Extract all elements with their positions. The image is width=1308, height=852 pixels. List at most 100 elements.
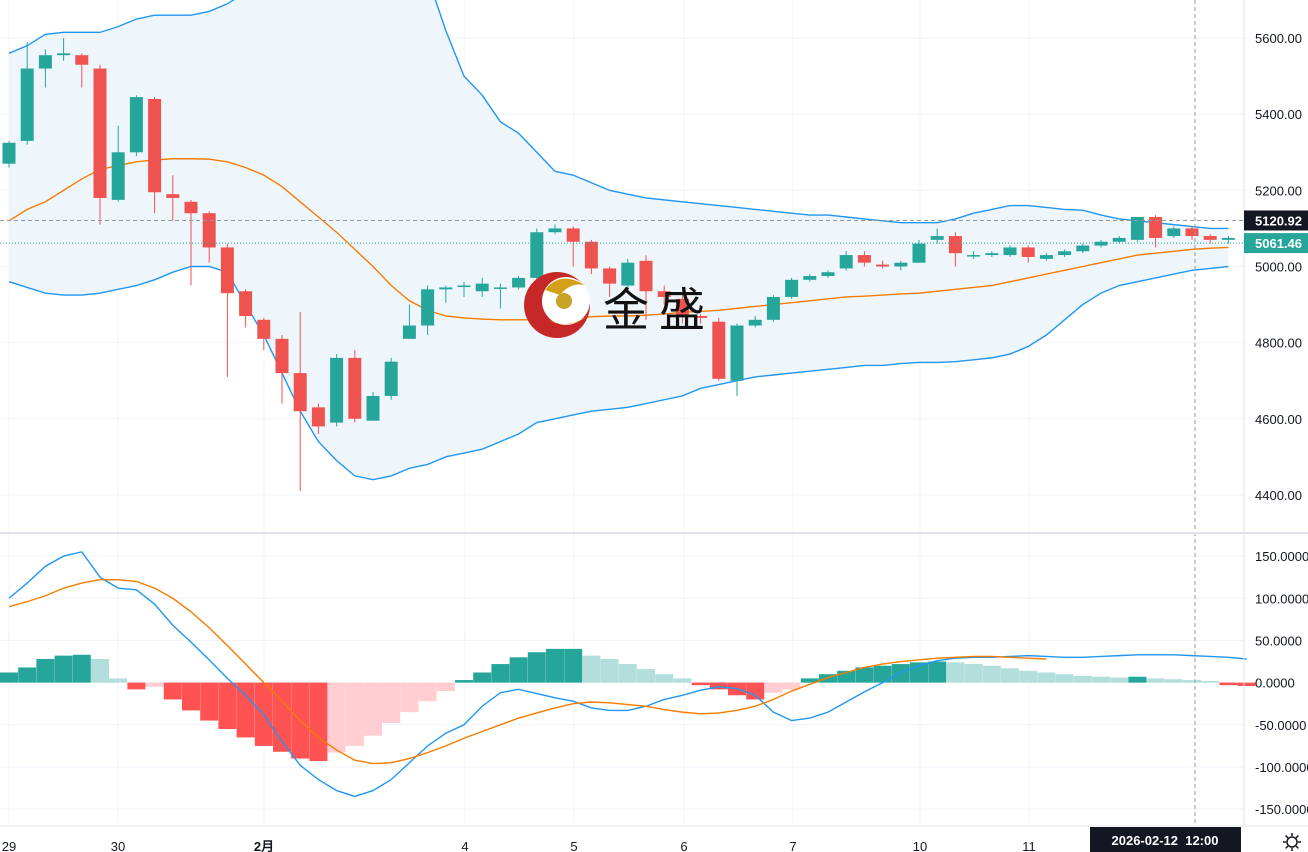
macd-histogram-bar [36,658,55,683]
crosshair-time-badge: 2026-02-12 12:00 [1090,827,1241,852]
macd-histogram-bar [819,674,837,683]
macd-tick-label: 50.0000 [1255,633,1302,648]
candle-body [803,276,817,280]
macd-histogram-bar [1146,678,1165,683]
candle-body [967,255,981,257]
macd-histogram-bar [1001,668,1019,683]
candle-body [1112,237,1126,242]
candle [1130,217,1144,242]
bollinger-fill-area [9,0,1229,480]
price-axis[interactable]: 5600.00 5400.00 5200.00 5000.00 4800.00 4600.… [1255,31,1302,503]
candle-body [712,321,726,379]
candle [1167,226,1181,238]
bollinger-upper-line [8,0,1229,230]
macd-histogram-bar [91,658,109,683]
macd-histogram-bar [18,667,37,683]
candle-body [1003,247,1017,256]
candle-body [111,152,125,200]
bollinger-lower-line [8,265,1229,481]
time-tick-label: 7 [789,839,796,852]
macd-histogram-bar [1219,682,1238,686]
candle-body [202,213,216,248]
macd-tick-label: -100.0000 [1255,760,1308,775]
last-price-badge: 5061.46 [1244,233,1308,254]
candle-body [1185,228,1199,237]
signal-line [8,579,1047,765]
candle [894,260,908,271]
candle-body [311,407,325,427]
macd-histogram-bar [1183,680,1201,683]
macd-histogram-bar [327,682,346,753]
candle [821,270,835,278]
candle-body [512,277,526,288]
candle [876,260,890,269]
candle-body [475,283,489,292]
price-tick-label: 4600.00 [1255,412,1302,427]
price-tick-label: 4400.00 [1255,488,1302,503]
candle-body [38,55,52,69]
macd-tick-label: 0.0000 [1255,676,1295,691]
macd-histogram-bar [546,648,564,683]
macd-histogram-bar [1037,672,1056,683]
candle-body [894,262,908,267]
candle-body [730,325,744,381]
candle-body [748,319,762,326]
time-axis[interactable]: 29 30 2月 4 5 6 7 10 11 [2,839,1036,852]
candle [857,251,871,267]
candle [785,277,799,299]
candle [220,243,234,377]
macd-histogram-bar [400,682,419,713]
macd-histogram-bar [1201,680,1220,683]
candle [603,266,617,297]
candle [202,211,216,263]
candle-body [1094,241,1108,246]
macd-tick-label: 100.0000 [1255,591,1308,606]
candle [1021,245,1035,263]
candle-body [985,253,999,256]
candle-body [603,268,617,284]
candle [748,315,762,328]
macd-lines [8,551,1247,798]
macd-histogram-bar [163,682,182,700]
candle [584,239,598,275]
candle-body [330,357,344,423]
candle-body [548,228,562,233]
macd-histogram-bar [491,664,510,683]
macd-histogram-bar [200,682,219,721]
candle-body [129,97,143,153]
macd-histogram-bar [637,669,655,683]
candle-body [57,53,71,56]
candle [293,312,307,492]
candle [402,304,416,339]
macd-histogram-bar [1073,675,1092,683]
candle [257,317,271,351]
time-tick-label: 2月 [254,839,274,852]
candle-body [366,395,380,421]
candle-body [566,228,580,242]
candle-body [821,272,835,277]
logo-emblem-icon [524,272,590,338]
macd-histogram-bar [1110,677,1129,683]
macd-histogram-bar [655,674,674,683]
candle-body [1167,228,1181,237]
candle-body [220,247,234,294]
macd-histogram-bar [382,682,401,724]
macd-histogram-bar [618,664,637,683]
macd-histogram-bar [564,648,583,683]
jinsheng-logo: 金盛 [524,272,705,338]
settings-gear-icon[interactable] [1283,833,1301,851]
candle-body [694,315,708,318]
candle [1039,253,1053,261]
price-tick-label: 5000.00 [1255,260,1302,275]
macd-histogram-bar [236,682,255,738]
macd-histogram-bar [182,682,200,711]
candle [530,228,544,282]
crosshair-time-label: 2026-02-12 12:00 [1112,833,1219,848]
bollinger-band-fill [9,0,1229,480]
candle-body [493,287,507,289]
time-tick-label: 5 [570,839,577,852]
candle-body [439,287,453,290]
candle [366,392,380,421]
macd-axis[interactable]: 150.0000 100.0000 50.0000 0.0000 -50.0000 -10… [1255,549,1308,817]
